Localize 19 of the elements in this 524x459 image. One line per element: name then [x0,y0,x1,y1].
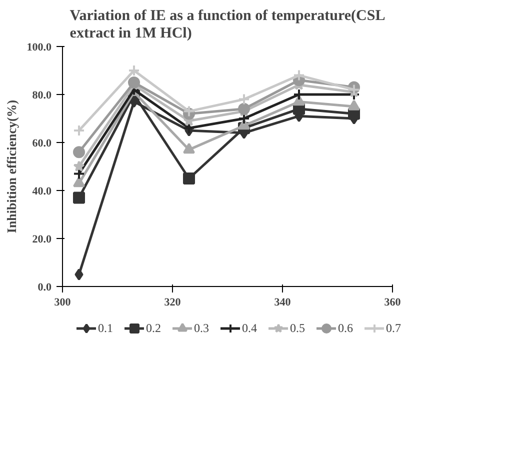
y-tick-label: 60.0 [32,138,52,150]
y-axis-title: Inhibition efficiency(%) [4,100,19,234]
legend-label: 0.7 [386,320,402,336]
x-tick-label: 320 [164,296,182,308]
legend-label: 0.4 [242,320,258,336]
y-tick-label: 40.0 [32,186,52,198]
chart-title: Variation of IE as a function of temperature(CSL extract in 1M HCl) [70,8,386,42]
x-tick-label: 300 [54,296,72,308]
legend-label: 0.2 [146,320,162,336]
legend-label: 0.5 [290,320,306,336]
y-tick-label: 20.0 [32,234,52,246]
x-tick-label: 360 [384,296,402,308]
y-tick-label: 0.0 [38,282,52,294]
y-tick-label: 80.0 [32,90,52,102]
legend-label: 0.6 [338,320,354,336]
legend-label: 0.3 [194,320,210,336]
x-tick-label: 340 [274,296,292,308]
y-tick-label: 100.0 [26,42,52,54]
legend-label: 0.1 [98,320,114,336]
